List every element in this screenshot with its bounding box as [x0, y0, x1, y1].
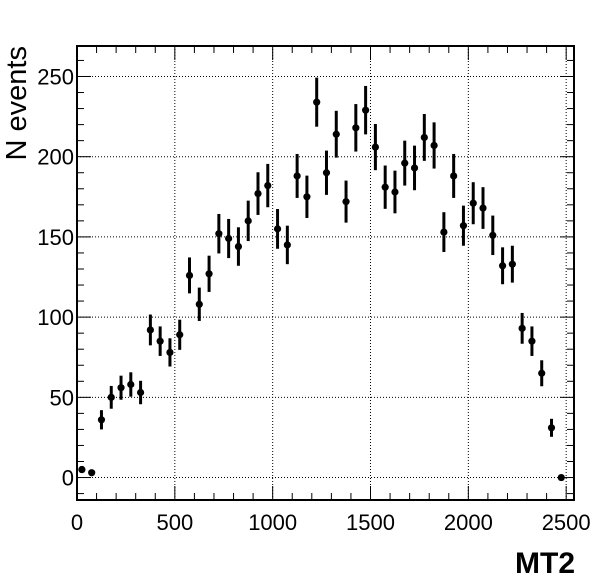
data-point	[117, 384, 125, 392]
data-point	[225, 234, 233, 243]
y-tick-label: 0	[62, 466, 74, 491]
data-point	[195, 300, 203, 308]
data-point	[528, 337, 536, 345]
data-point	[450, 172, 458, 180]
y-tick-label: 250	[37, 64, 74, 89]
data-point	[410, 164, 419, 172]
data-point	[88, 469, 96, 477]
plot-frame	[76, 45, 575, 501]
data-point	[401, 159, 409, 167]
data-point	[185, 271, 194, 280]
data-point	[479, 204, 487, 212]
data-point	[215, 230, 223, 238]
data-point	[205, 270, 213, 278]
data-point	[322, 169, 331, 177]
data-points	[78, 77, 565, 482]
data-point	[381, 183, 389, 191]
data-point	[107, 393, 115, 401]
y-tick-label: 150	[37, 225, 74, 250]
data-point	[391, 188, 399, 196]
data-point	[362, 106, 370, 114]
data-point	[332, 130, 340, 138]
data-point	[518, 324, 526, 332]
data-point	[342, 198, 350, 206]
x-axis-title: MT2	[515, 547, 575, 576]
data-point	[313, 98, 321, 106]
axis-ticks	[76, 46, 574, 500]
data-point	[371, 143, 379, 151]
y-axis-title: N events	[1, 46, 33, 160]
data-point	[234, 242, 243, 251]
data-point	[78, 465, 86, 474]
x-tick-label: 500	[156, 510, 193, 535]
x-tick-label: 2500	[542, 510, 591, 535]
data-point	[293, 172, 301, 180]
data-point	[489, 231, 497, 239]
data-point	[557, 473, 565, 482]
x-tick-label: 1500	[346, 510, 395, 535]
data-point	[440, 228, 448, 236]
data-point	[273, 225, 282, 233]
data-point	[303, 193, 311, 201]
data-point	[469, 199, 477, 207]
data-point	[156, 337, 164, 345]
data-point	[430, 141, 438, 150]
data-point	[352, 124, 360, 132]
data-point	[97, 416, 106, 424]
data-point	[498, 262, 507, 270]
x-tick-label: 0	[71, 510, 83, 535]
data-point	[420, 133, 428, 142]
data-point	[254, 189, 262, 198]
data-point	[127, 380, 135, 389]
data-point	[166, 348, 174, 357]
data-point	[538, 369, 546, 377]
data-point	[244, 217, 252, 225]
data-point	[176, 331, 184, 339]
tick-labels: 0 500 1000 1500 2000 2500 0 50 100 150 200 250	[37, 64, 590, 535]
data-point	[136, 388, 145, 397]
y-tick-label: 50	[50, 385, 74, 410]
data-point	[264, 181, 272, 190]
data-point	[547, 424, 556, 432]
data-point	[508, 260, 516, 268]
x-tick-label: 1000	[248, 510, 297, 535]
data-point	[146, 326, 154, 334]
y-tick-label: 200	[37, 145, 74, 170]
data-point	[459, 222, 468, 230]
x-tick-label: 2000	[444, 510, 493, 535]
data-point	[283, 241, 291, 249]
y-tick-label: 100	[37, 305, 74, 330]
